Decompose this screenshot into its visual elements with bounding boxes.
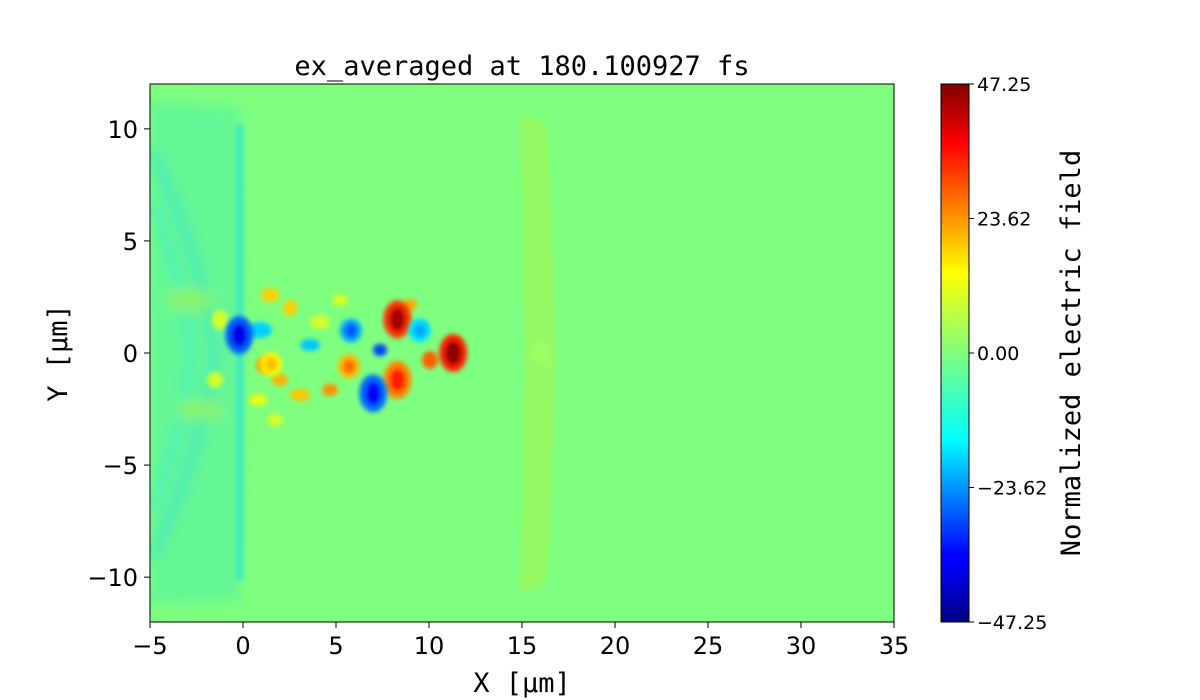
field-feature-core <box>343 359 356 374</box>
field-feature <box>529 341 552 365</box>
wake-region <box>150 100 244 605</box>
field-feature-core <box>413 323 426 338</box>
colorbar-ticks: 47.25 23.62 0.00 −23.62 −47.25 <box>969 74 1047 634</box>
field-feature <box>259 352 282 377</box>
x-tick-label: 0 <box>235 632 250 660</box>
x-tick-label: −5 <box>132 632 167 660</box>
y-axis-label: Y [μm] <box>43 304 74 402</box>
y-tick-label: 0 <box>123 340 138 368</box>
x-tick-label: 35 <box>879 632 910 660</box>
field-feature-core <box>389 367 406 392</box>
field-feature <box>339 318 362 343</box>
field-feature-core <box>365 381 382 406</box>
colorbar-tick-label: −47.25 <box>977 612 1047 634</box>
x-tick-label: 30 <box>786 632 817 660</box>
field-feature <box>383 360 412 399</box>
y-tick-label: 5 <box>123 228 138 256</box>
x-tick-label: 25 <box>693 632 724 660</box>
field-feature <box>408 318 431 343</box>
field-feature <box>359 374 388 413</box>
colorbar-label: Normalized electric field <box>1056 150 1087 556</box>
y-tick-label: 10 <box>107 116 138 144</box>
colorbar-tick-label: 0.00 <box>977 343 1019 365</box>
x-tick-label: 20 <box>600 632 631 660</box>
field-feature-core <box>264 357 277 372</box>
y-axis: −10 −5 0 5 10 <box>87 116 150 592</box>
field-feature-core <box>389 307 406 332</box>
field-feature-core <box>344 323 357 338</box>
field-features <box>225 300 552 413</box>
field-feature-core <box>445 341 462 365</box>
colorbar: 47.25 23.62 0.00 −23.62 −47.25 Normalized el… <box>940 74 1087 634</box>
field-feature <box>439 334 468 372</box>
x-axis-label: X [μm] <box>473 668 571 699</box>
y-tick-label: −10 <box>87 564 138 592</box>
field-feature <box>225 316 254 355</box>
y-tick-label: −5 <box>103 452 138 480</box>
x-tick-label: 5 <box>328 632 343 660</box>
field-feature-core <box>231 323 248 348</box>
colorbar-gradient <box>940 83 970 623</box>
field-structures <box>207 288 438 426</box>
colorbar-tick-label: 23.62 <box>977 209 1031 231</box>
x-tick-label: 10 <box>414 632 445 660</box>
colorbar-tick-label: −23.62 <box>977 477 1047 499</box>
field-feature-core <box>534 346 547 360</box>
x-axis: −5 0 5 10 15 20 25 30 35 <box>132 622 909 660</box>
x-tick-label: 15 <box>507 632 538 660</box>
chart-title: ex_averaged at 180.100927 fs <box>294 51 749 82</box>
field-feature <box>338 354 361 379</box>
heatmap-area <box>150 84 894 622</box>
colorbar-tick-label: 47.25 <box>977 74 1031 96</box>
field-feature <box>383 300 412 339</box>
